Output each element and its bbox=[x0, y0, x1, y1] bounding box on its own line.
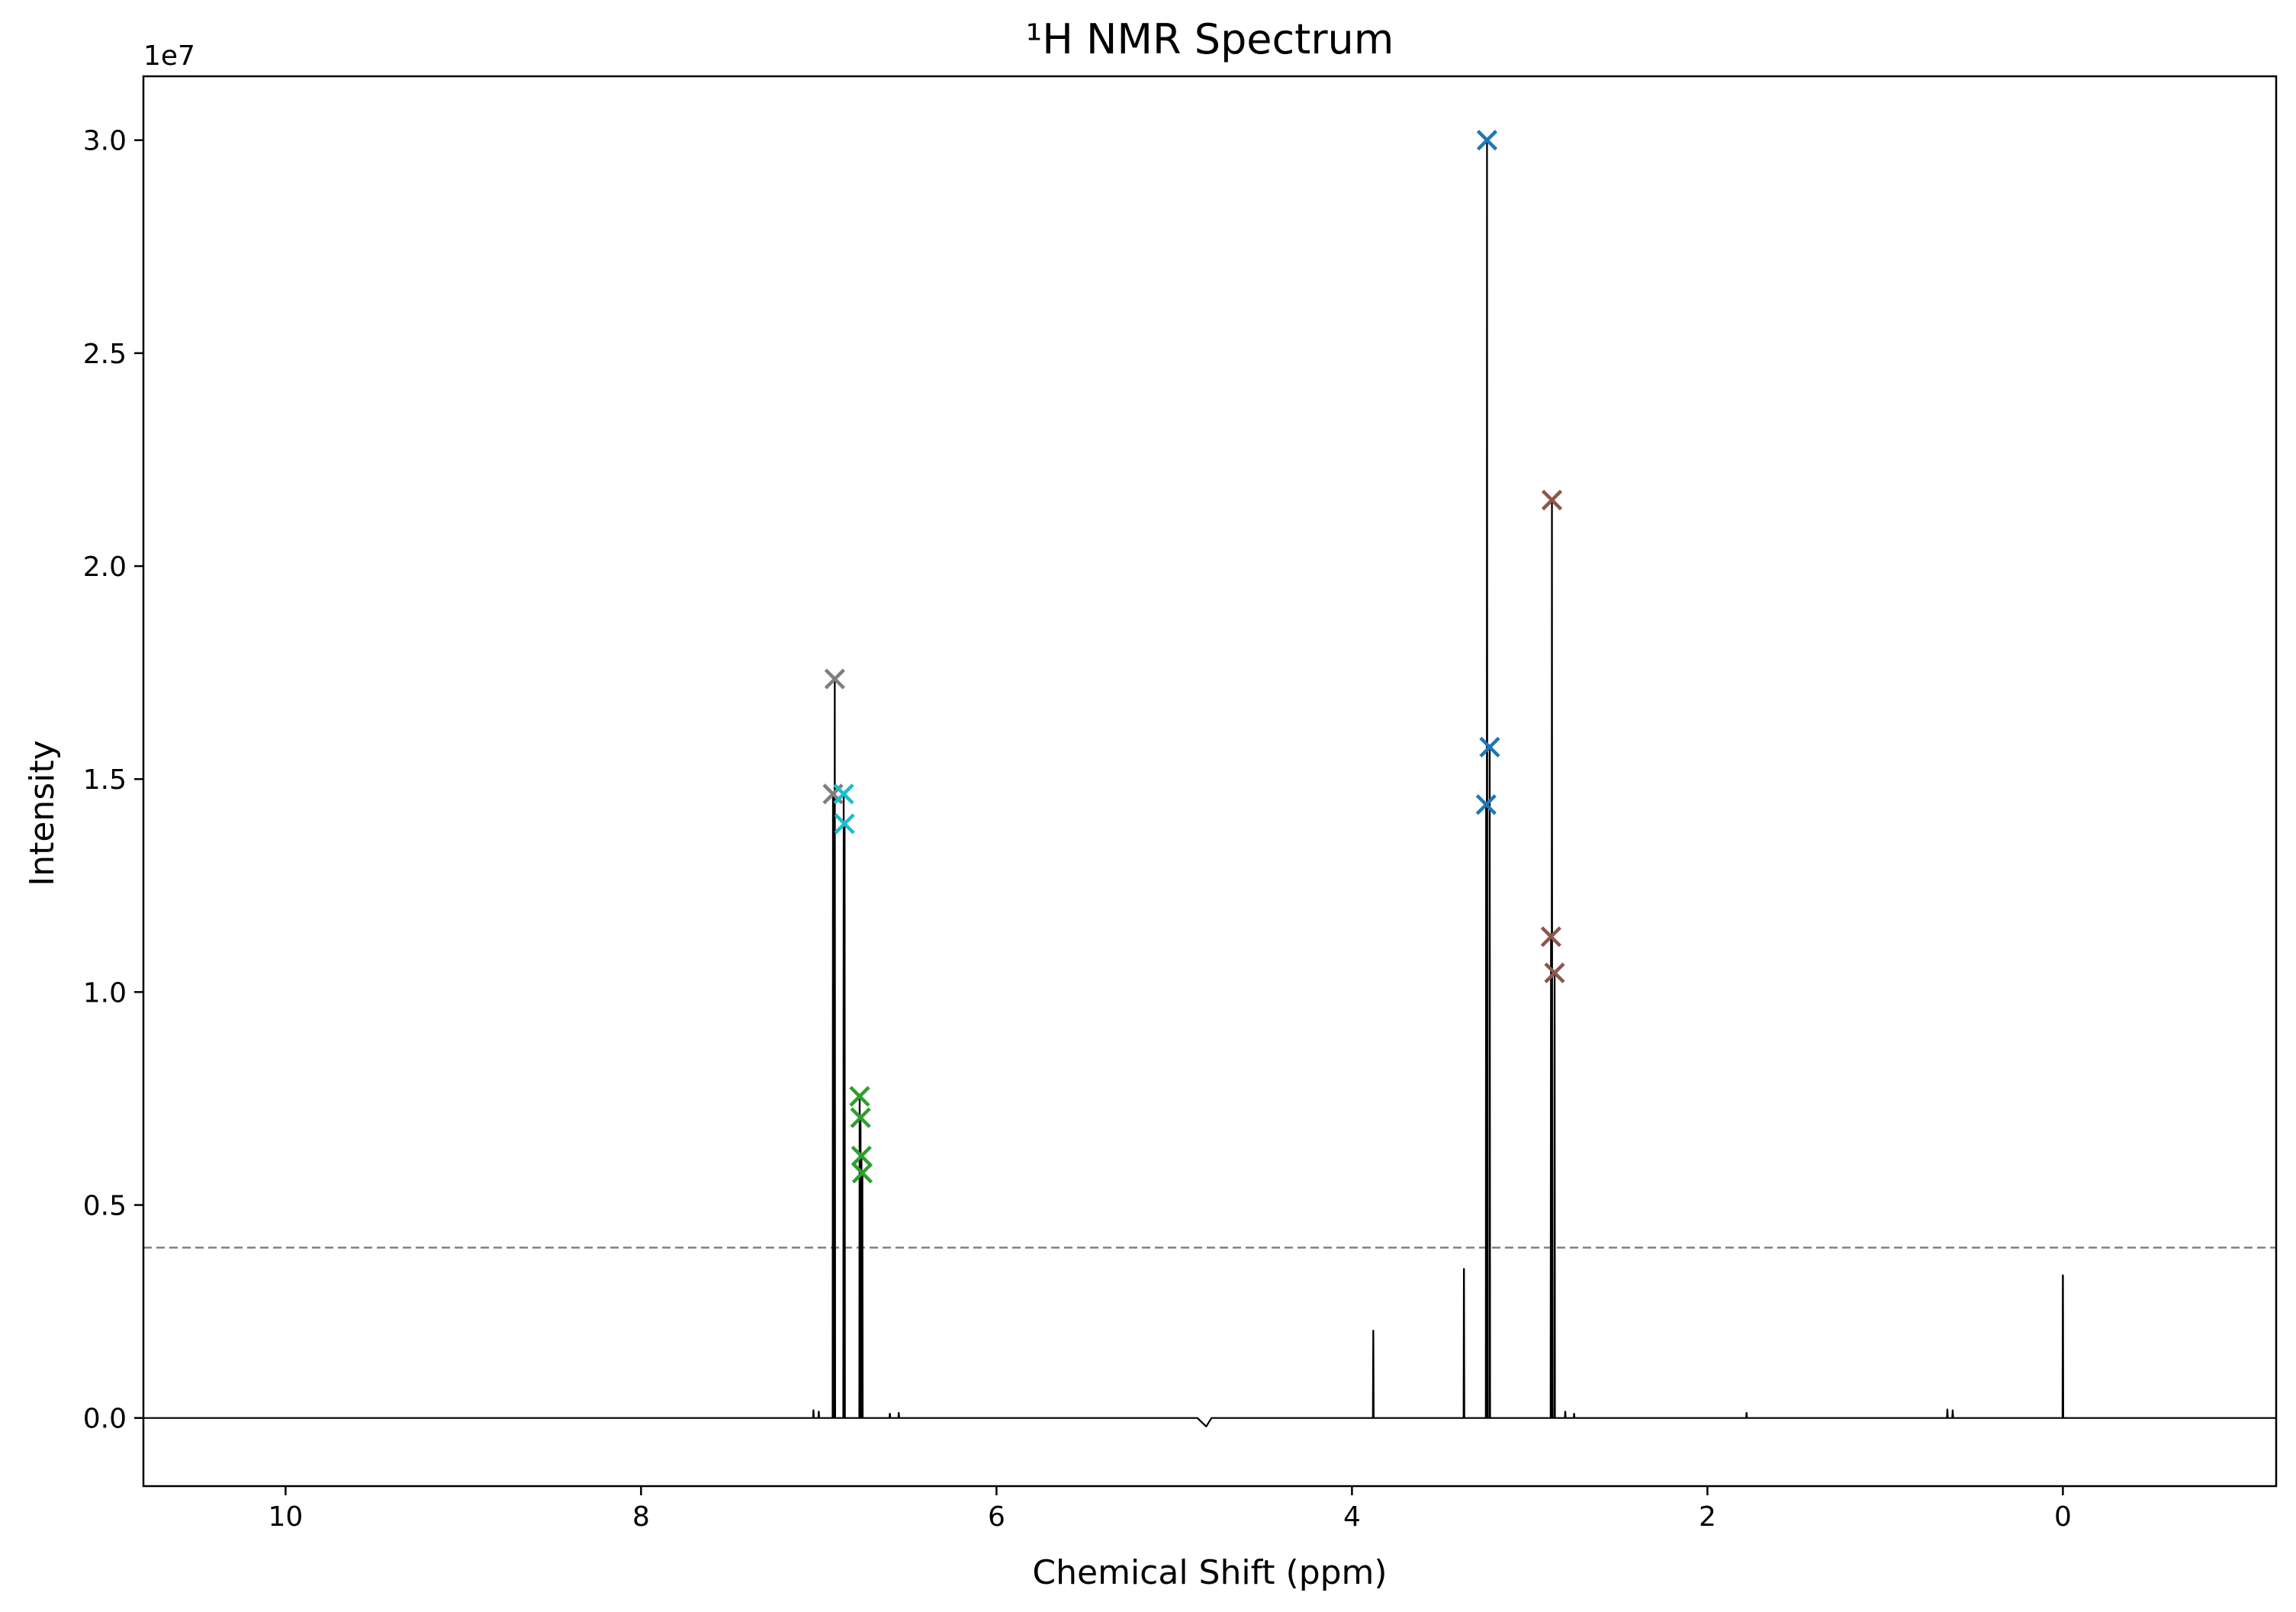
y-tick-label: 1.5 bbox=[83, 764, 127, 796]
y-tick-label: 1.0 bbox=[83, 977, 127, 1009]
peak-marker bbox=[1544, 962, 1565, 983]
peak-marker-stroke bbox=[1479, 736, 1500, 758]
x-tick-label: 8 bbox=[632, 1501, 650, 1533]
peak-markers bbox=[822, 130, 1565, 1184]
chart-title: ¹H NMR Spectrum bbox=[1026, 15, 1394, 63]
y-axis-title: Intensity bbox=[23, 740, 62, 886]
y-offset-label: 1e7 bbox=[143, 40, 195, 72]
peak-marker-stroke bbox=[1541, 489, 1563, 511]
peak-marker-stroke bbox=[833, 783, 854, 805]
y-tick-label: 0.5 bbox=[83, 1191, 127, 1222]
peak-marker bbox=[1540, 926, 1561, 948]
x-tick-label: 4 bbox=[1343, 1501, 1361, 1533]
peak-marker-stroke bbox=[850, 1107, 871, 1128]
peak-marker-stroke bbox=[1476, 130, 1498, 151]
peak-marker-stroke bbox=[1475, 794, 1497, 816]
peak-marker-stroke bbox=[851, 1145, 872, 1166]
peak-marker bbox=[1479, 736, 1500, 758]
plot-frame bbox=[142, 75, 2278, 1488]
y-tick-label: 2.0 bbox=[83, 552, 127, 583]
peak-marker bbox=[1541, 489, 1563, 511]
x-tick-label: 2 bbox=[1699, 1501, 1716, 1533]
x-axis-title: Chemical Shift (ppm) bbox=[1032, 1553, 1387, 1592]
peak-marker bbox=[1475, 794, 1497, 816]
peak-marker-stroke bbox=[1540, 926, 1561, 948]
y-tick-label: 2.5 bbox=[83, 339, 127, 370]
peak-marker-stroke bbox=[834, 813, 855, 835]
peak-marker bbox=[851, 1163, 873, 1184]
peak-marker-stroke bbox=[849, 1086, 870, 1107]
peak-marker-stroke bbox=[824, 668, 845, 690]
x-axis-ticks: 10 8 6 4 2 0 bbox=[268, 1486, 2072, 1533]
peak-marker bbox=[849, 1086, 870, 1107]
x-tick-label: 6 bbox=[988, 1501, 1005, 1533]
y-tick-label: 0.0 bbox=[83, 1404, 127, 1435]
y-axis-ticks: 0.0 0.5 1.0 1.5 2.0 2.5 3.0 bbox=[83, 126, 143, 1435]
peak-marker-stroke bbox=[1544, 962, 1565, 983]
peak-marker bbox=[1476, 130, 1498, 151]
peak-marker bbox=[824, 668, 845, 690]
y-tick-label: 3.0 bbox=[83, 126, 127, 157]
peak-marker bbox=[833, 783, 854, 805]
x-tick-label: 0 bbox=[2054, 1501, 2072, 1533]
peak-marker bbox=[834, 813, 855, 835]
peak-marker bbox=[850, 1107, 871, 1128]
x-tick-label: 10 bbox=[268, 1501, 303, 1533]
peak-marker bbox=[851, 1145, 872, 1166]
peak-marker-stroke bbox=[851, 1163, 873, 1184]
